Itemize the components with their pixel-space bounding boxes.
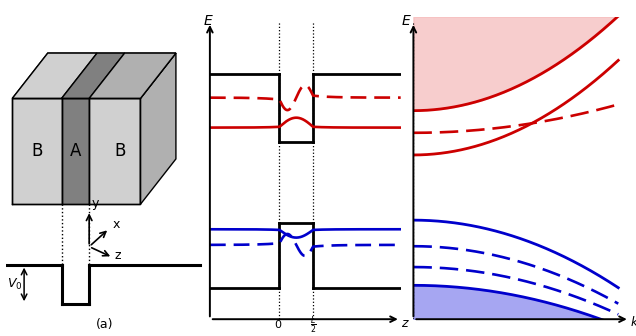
Polygon shape <box>12 53 176 98</box>
Polygon shape <box>89 53 176 98</box>
Polygon shape <box>62 98 89 204</box>
Text: z: z <box>401 317 407 330</box>
Text: $V_0$: $V_0$ <box>8 277 23 292</box>
Text: y: y <box>91 197 99 210</box>
Text: E: E <box>204 14 212 28</box>
Polygon shape <box>12 98 62 204</box>
Text: B: B <box>31 142 43 160</box>
Text: 0: 0 <box>275 320 282 330</box>
Polygon shape <box>12 53 97 98</box>
Text: B: B <box>114 142 125 160</box>
Text: A: A <box>70 142 81 160</box>
Text: z: z <box>115 249 121 262</box>
Text: $k_\perp$: $k_\perp$ <box>630 315 636 331</box>
Polygon shape <box>141 53 176 204</box>
Text: $\frac{L}{2}$: $\frac{L}{2}$ <box>310 314 317 336</box>
Text: E: E <box>402 14 411 28</box>
Text: x: x <box>112 218 120 232</box>
Polygon shape <box>89 98 141 204</box>
Text: (a): (a) <box>96 318 114 331</box>
Polygon shape <box>62 53 125 98</box>
